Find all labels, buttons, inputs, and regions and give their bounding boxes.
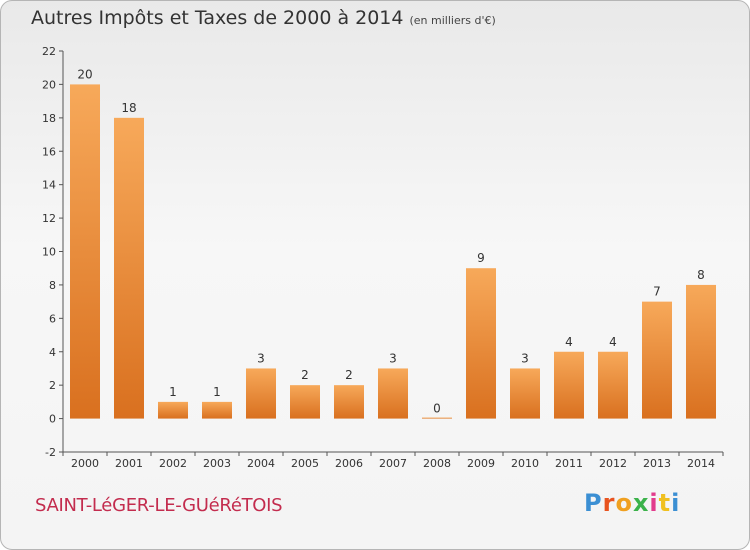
y-tick-label: 20 [42, 78, 56, 91]
x-tick-label: 2004 [247, 457, 275, 470]
x-tick-label: 2002 [159, 457, 187, 470]
y-tick-label: 14 [42, 179, 56, 192]
bar-value-label: 8 [697, 268, 705, 282]
bar [422, 417, 452, 419]
x-tick-label: 2007 [379, 457, 407, 470]
x-tick-label: 2008 [423, 457, 451, 470]
bar-value-label: 3 [521, 351, 529, 365]
bar [114, 117, 144, 419]
x-tick-label: 2013 [643, 457, 671, 470]
x-tick-label: 2014 [687, 457, 715, 470]
bar-value-label: 20 [77, 67, 92, 81]
x-tick-label: 2011 [555, 457, 583, 470]
chart-title: Autres Impôts et Taxes de 2000 à 2014 [31, 7, 404, 29]
bar-value-label: 4 [565, 335, 573, 349]
y-tick-label: 10 [42, 246, 56, 259]
bar [246, 368, 276, 419]
bar-value-label: 0 [433, 402, 441, 416]
x-tick-label: 2012 [599, 457, 627, 470]
y-tick-label: 22 [42, 45, 56, 58]
bar-value-label: 1 [213, 385, 221, 399]
bar [686, 284, 716, 419]
logo-letter: i [671, 489, 681, 517]
bar [510, 368, 540, 419]
bar [334, 385, 364, 419]
y-tick-label: 18 [42, 112, 56, 125]
bar [70, 84, 100, 419]
logo-letter: r [602, 489, 616, 517]
bar-value-label: 18 [121, 101, 136, 115]
logo-letter: i [649, 489, 659, 517]
y-tick-label: -2 [45, 446, 56, 459]
commune-name: SAINT-LéGER-LE-GUéRéTOIS [35, 495, 283, 516]
y-tick-label: 0 [49, 413, 56, 426]
x-tick-label: 2003 [203, 457, 231, 470]
x-tick-label: 2001 [115, 457, 143, 470]
bar [290, 385, 320, 419]
bar [642, 301, 672, 419]
chart-unit: (en milliers d'€) [409, 14, 496, 27]
bar-value-label: 7 [653, 285, 661, 299]
bar [466, 268, 496, 419]
y-tick-label: 2 [49, 379, 56, 392]
bar-value-label: 2 [301, 368, 309, 382]
bar [378, 368, 408, 419]
bar-value-label: 3 [257, 351, 265, 365]
x-tick-label: 2000 [71, 457, 99, 470]
x-tick-label: 2009 [467, 457, 495, 470]
y-tick-label: 4 [49, 346, 56, 359]
y-tick-label: 12 [42, 212, 56, 225]
y-tick-label: 16 [42, 145, 56, 158]
bar-value-label: 3 [389, 351, 397, 365]
bar [158, 401, 188, 419]
bar-value-label: 1 [169, 385, 177, 399]
x-tick-label: 2006 [335, 457, 363, 470]
y-tick-label: 6 [49, 312, 56, 325]
chart-title-row: Autres Impôts et Taxes de 2000 à 2014 (en… [31, 7, 496, 29]
y-tick-label: 8 [49, 279, 56, 292]
logo-letter: o [615, 489, 633, 517]
bar-value-label: 9 [477, 251, 485, 265]
x-tick-label: 2010 [511, 457, 539, 470]
bar [202, 401, 232, 419]
bar [554, 351, 584, 419]
logo-letter: P [584, 489, 603, 517]
bar-value-label: 4 [609, 335, 617, 349]
proxiti-logo: Proxiti [584, 489, 680, 517]
bar-value-label: 2 [345, 368, 353, 382]
x-tick-label: 2005 [291, 457, 319, 470]
logo-letter: x [632, 489, 650, 517]
bar [598, 351, 628, 419]
logo-letter: t [658, 489, 672, 517]
